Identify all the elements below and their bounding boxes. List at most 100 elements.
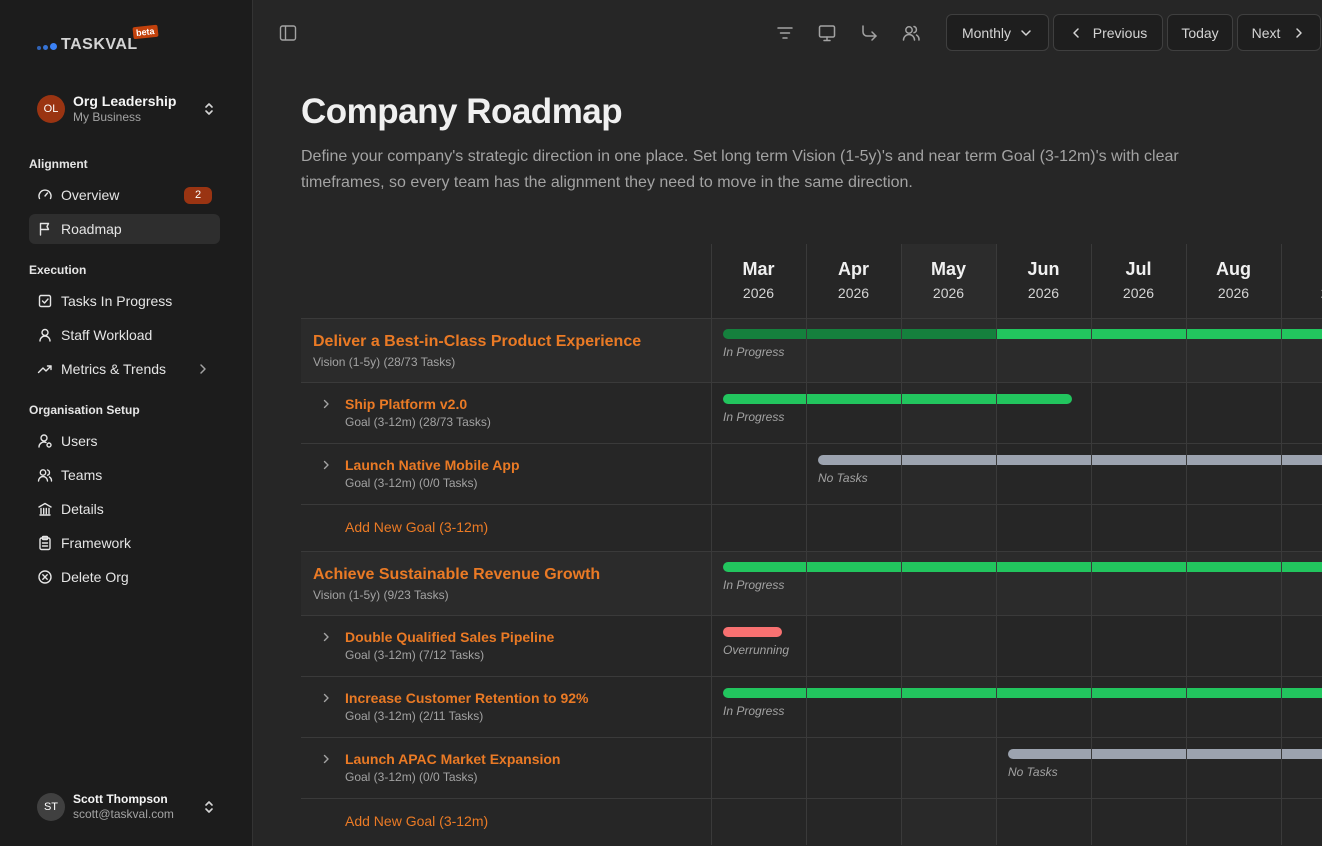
month-name: Jun [1027, 259, 1060, 279]
month-year: 20 [1281, 285, 1322, 301]
corner-down-right-icon[interactable] [859, 23, 879, 43]
chevron-right-icon [1296, 27, 1303, 38]
sidebar-item-details[interactable]: Details [29, 494, 220, 524]
add-goal-link[interactable]: Add New Goal (3-12m) [345, 813, 489, 829]
month-year: 2026 [837, 285, 870, 301]
sidebar-item-teams[interactable]: Teams [29, 460, 220, 490]
timeline-bar[interactable] [723, 627, 783, 637]
page-description: Define your company's strategic directio… [301, 148, 1179, 191]
user-name: Scott Thompson [73, 792, 168, 806]
month-year: 2026 [1027, 285, 1060, 301]
org-name: Org Leadership [73, 93, 177, 109]
month-header: S 20 [1281, 244, 1322, 318]
expand-chevron-icon[interactable] [320, 630, 332, 642]
next-button[interactable]: Next [1237, 14, 1321, 51]
sidebar-item-users[interactable]: Users [29, 426, 220, 456]
goal-title[interactable]: Increase Customer Retention to 92% [345, 690, 589, 706]
users-icon[interactable] [901, 23, 921, 43]
app-logo[interactable]: TASKVAL beta [37, 24, 159, 54]
month-header: Aug 2026 [1186, 244, 1281, 318]
main-content: Monthly Previous Today Next Company Road… [253, 0, 1322, 846]
bar-status-label: In Progress [723, 345, 785, 359]
timeline-bar[interactable] [723, 688, 1322, 698]
sidebar-item-label: Metrics & Trends [61, 361, 167, 377]
filter-icon[interactable] [775, 23, 795, 43]
sidebar-item-overview[interactable]: Overview 2 [29, 180, 220, 210]
bar-status-label: No Tasks [818, 471, 868, 485]
view-mode-select[interactable]: Monthly [946, 14, 1049, 51]
sidebar-item-metrics-trends[interactable]: Metrics & Trends [29, 354, 220, 384]
sidebar-item-roadmap[interactable]: Roadmap [29, 214, 220, 244]
add-goal-link[interactable]: Add New Goal (3-12m) [345, 519, 489, 535]
month-name: May [930, 259, 966, 279]
goal-subtitle: Goal (3-12m) (7/12 Tasks) [345, 648, 485, 662]
sidebar-item-label: Overview [61, 187, 120, 203]
month-year: 2026 [1122, 285, 1155, 301]
goal-row: Launch Native Mobile App Goal (3-12m) (0/… [301, 443, 1322, 504]
add-goal-row: Add New Goal (3-12m) [301, 504, 1322, 551]
sidebar-item-delete-org[interactable]: Delete Org [29, 562, 220, 592]
month-header: Apr 2026 [806, 244, 901, 318]
vision-row: Achieve Sustainable Revenue Growth Vision… [301, 551, 1322, 615]
month-year: 2026 [742, 285, 775, 301]
users-icon [37, 467, 53, 483]
user-icon [37, 327, 53, 343]
bar-status-label: No Tasks [1008, 765, 1058, 779]
timeline-bar[interactable] [723, 394, 1072, 404]
grid-line [996, 244, 997, 845]
vision-subtitle: Vision (1-5y) (9/23 Tasks) [313, 588, 449, 602]
expand-chevron-icon[interactable] [320, 691, 332, 703]
goal-row: Launch APAC Market Expansion Goal (3-12m)… [301, 737, 1322, 798]
goal-title[interactable]: Launch APAC Market Expansion [345, 751, 561, 767]
logo-dots-icon [37, 42, 57, 50]
logo-text: TASKVAL [61, 36, 138, 53]
goal-title[interactable]: Double Qualified Sales Pipeline [345, 629, 555, 645]
trend-icon [37, 361, 53, 377]
sidebar-item-staff-workload[interactable]: Staff Workload [29, 320, 220, 350]
month-header: Jun 2026 [996, 244, 1091, 318]
sidebar-item-tasks-in-progress[interactable]: Tasks In Progress [29, 286, 220, 316]
timeline-bar[interactable] [723, 329, 1322, 339]
timeline-bar[interactable] [1008, 749, 1322, 759]
user-avatar: ST [37, 793, 65, 821]
month-year: 2026 [932, 285, 965, 301]
clipboard-icon [37, 535, 53, 551]
vision-subtitle: Vision (1-5y) (28/73 Tasks) [313, 355, 456, 369]
expand-chevron-icon[interactable] [320, 458, 332, 470]
timeline-bar[interactable] [723, 562, 1322, 572]
next-label: Next [1251, 24, 1281, 41]
sidebar-item-framework[interactable]: Framework [29, 528, 220, 558]
timeline-bar[interactable] [818, 455, 1322, 465]
expand-chevron-icon[interactable] [320, 397, 332, 409]
grid-line [711, 244, 712, 845]
sidebar-item-label: Users [61, 433, 98, 449]
sidebar-item-label: Teams [61, 467, 103, 483]
user-menu[interactable]: ST Scott Thompson scott@taskval.com [37, 792, 217, 822]
month-year: 2026 [1217, 285, 1250, 301]
bar-status-label: In Progress [723, 410, 785, 424]
org-switcher[interactable]: OL Org Leadership My Business [37, 93, 217, 125]
overview-count-badge: 2 [184, 187, 212, 204]
previous-button[interactable]: Previous [1053, 14, 1163, 51]
sidebar-item-label: Tasks In Progress [61, 293, 173, 309]
vision-title[interactable]: Deliver a Best-in-Class Product Experien… [313, 333, 642, 350]
roadmap-timeline: Mar 2026 Apr 2026 May 2026 Jun 2026 Jul 2026 Aug 20… [301, 244, 1322, 846]
goal-title[interactable]: Ship Platform v2.0 [345, 396, 468, 412]
grid-line [1091, 244, 1092, 845]
expand-chevron-icon[interactable] [320, 752, 332, 764]
goal-title[interactable]: Launch Native Mobile App [345, 457, 520, 473]
sidebar-item-label: Staff Workload [61, 327, 153, 343]
monitor-icon[interactable] [817, 23, 837, 43]
month-header: Mar 2026 [711, 244, 806, 318]
today-button[interactable]: Today [1167, 14, 1233, 51]
page-title: Company Roadmap [301, 92, 623, 131]
sidebar-toggle-icon[interactable] [278, 23, 298, 43]
org-subtitle: My Business [73, 110, 142, 124]
building-icon [37, 501, 53, 517]
month-name: Apr [838, 259, 869, 279]
chevrons-up-down-icon [205, 801, 213, 813]
goal-subtitle: Goal (3-12m) (2/11 Tasks) [345, 709, 484, 723]
previous-label: Previous [1092, 24, 1148, 41]
vision-title[interactable]: Achieve Sustainable Revenue Growth [313, 566, 601, 583]
flag-icon [37, 221, 53, 237]
